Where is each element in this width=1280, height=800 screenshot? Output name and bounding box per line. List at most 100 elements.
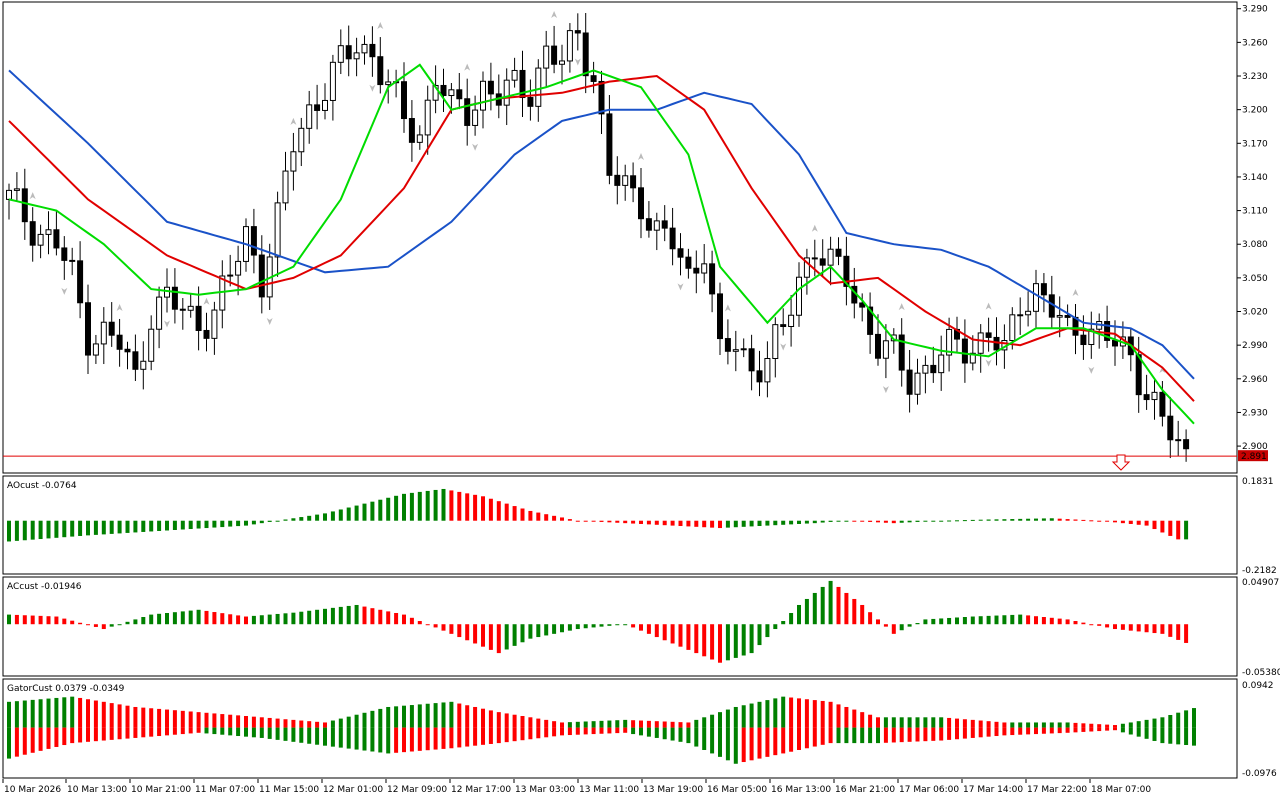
histogram-bar [1057, 618, 1062, 625]
price-tick-label: 2.930 [1242, 408, 1268, 418]
candle-body [946, 328, 953, 356]
gator-lower-bar [986, 727, 991, 737]
gator-upper-bar [868, 714, 873, 728]
histogram-bar [1010, 614, 1015, 625]
gator-upper-bar [330, 720, 335, 728]
candle-body [1135, 354, 1142, 396]
candle-body [732, 349, 739, 352]
gator-upper-bar [70, 696, 75, 728]
gator-lower-bar [599, 727, 604, 734]
gator-upper-bar [165, 709, 169, 728]
histogram-bar [54, 616, 59, 625]
gator-lower-bar [267, 727, 272, 739]
candle-body [337, 45, 344, 63]
gator-upper-bar [1168, 714, 1173, 728]
histogram-bar [30, 615, 35, 625]
gator-panel[interactable] [2, 678, 1238, 779]
histogram-bar [868, 520, 873, 522]
histogram-bar [22, 615, 27, 625]
histogram-bar [702, 520, 707, 528]
candle-body [724, 338, 731, 352]
gator-lower-bar [631, 727, 636, 735]
histogram-bar [891, 624, 896, 634]
histogram-bar [812, 592, 817, 625]
gator-upper-bar [259, 717, 264, 728]
gator-lower-bar [425, 727, 430, 751]
ao-tick-bottom: -0.2182 [1242, 566, 1277, 576]
histogram-bar [362, 606, 367, 625]
gator-upper-bar [196, 712, 201, 728]
histogram-bar [544, 624, 549, 636]
gator-lower-bar [488, 727, 493, 744]
ac-histogram [7, 580, 1189, 663]
fractal-up-icon [464, 63, 471, 71]
ac-panel[interactable] [2, 576, 1238, 677]
time-tick-label: 16 Mar 05:00 [707, 785, 767, 795]
gator-upper-bar [386, 706, 391, 728]
gator-lower-bar [101, 727, 106, 741]
gator-lower-bar [465, 727, 470, 747]
gator-lower-bar [718, 727, 722, 757]
gator-lower-bar [394, 727, 399, 753]
histogram-bar [1136, 624, 1141, 632]
histogram-bar [844, 520, 849, 522]
gator-lower-bar [836, 727, 841, 744]
histogram-bar [386, 497, 391, 521]
candle-body [1159, 391, 1166, 417]
histogram-bar [62, 618, 67, 625]
histogram-bar [552, 624, 557, 634]
price-tick-label: 3.140 [1242, 173, 1268, 183]
candle-body [464, 98, 471, 126]
histogram-bar [267, 614, 272, 625]
candle-body [803, 257, 810, 278]
histogram-bar [804, 520, 809, 524]
candle-body [274, 202, 281, 258]
histogram-bar [678, 520, 683, 527]
histogram-bar [283, 613, 288, 625]
candle-body [401, 81, 407, 120]
gator-tick-bottom: -0.0976 [1242, 769, 1277, 779]
histogram-bar [646, 624, 651, 634]
histogram-bar [417, 491, 422, 521]
histogram-bar [1128, 520, 1133, 524]
gator-upper-bar [678, 722, 683, 728]
histogram-bar [425, 490, 430, 521]
histogram-bar [346, 507, 351, 521]
gator-upper-bar [1034, 722, 1038, 728]
time-tick-label: 10 Mar 21:00 [131, 785, 191, 795]
gator-lower-bar [765, 727, 770, 757]
gator-lower-bar [14, 727, 19, 757]
histogram-bar [354, 505, 359, 521]
fractal-up-icon [1072, 289, 1079, 297]
histogram-bar [449, 490, 454, 521]
candle-body [503, 79, 510, 106]
histogram-bar [323, 513, 327, 521]
histogram-bar [733, 520, 738, 528]
gator-upper-bar [923, 717, 928, 728]
gator-lower-bar [433, 727, 438, 750]
histogram-bar [733, 624, 738, 658]
gator-upper-bar [338, 718, 343, 728]
gator-lower-bar [22, 727, 27, 755]
candle-body [211, 309, 218, 339]
gator-upper-bar [54, 697, 59, 728]
histogram-bar [54, 520, 59, 538]
candle-body [21, 188, 28, 223]
ao-panel[interactable] [2, 475, 1238, 575]
gator-lower-bar [931, 727, 936, 741]
gator-lower-bar [7, 727, 11, 759]
histogram-bar [899, 624, 904, 631]
gator-upper-bar [1192, 708, 1196, 728]
candle-body [835, 248, 842, 257]
candle-body [511, 69, 518, 81]
main-panel[interactable] [2, 1, 1238, 474]
gator-upper-bar [441, 702, 446, 728]
histogram-bar [931, 618, 936, 625]
gator-upper-bar [583, 721, 588, 728]
gator-upper-bar [962, 719, 967, 728]
histogram-bar [496, 501, 501, 521]
histogram-bar [220, 613, 225, 625]
gator-lower-bar [220, 727, 225, 735]
gator-upper-bar [481, 708, 485, 728]
